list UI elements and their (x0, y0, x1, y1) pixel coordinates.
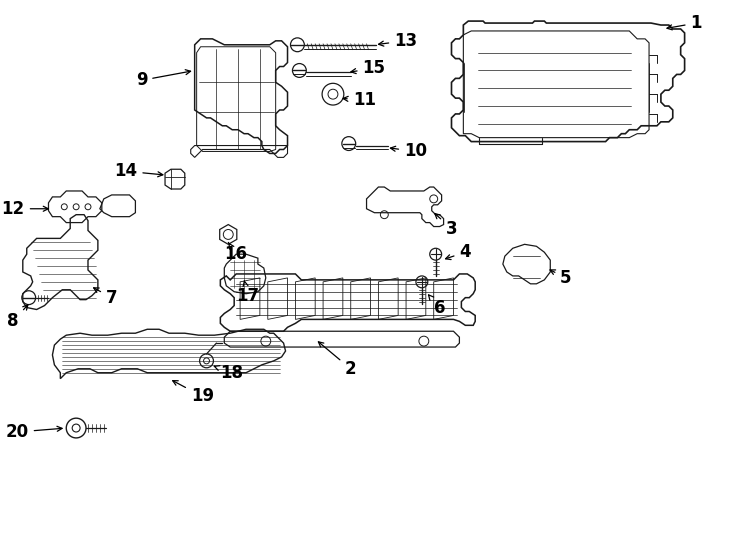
Text: 9: 9 (136, 70, 191, 89)
Text: 6: 6 (429, 295, 446, 316)
Text: 13: 13 (379, 32, 418, 50)
Text: 10: 10 (390, 143, 427, 160)
Text: 17: 17 (236, 281, 259, 305)
Text: 5: 5 (550, 269, 572, 287)
Text: 20: 20 (6, 423, 62, 441)
Text: 14: 14 (115, 162, 163, 180)
Text: 12: 12 (1, 200, 48, 218)
Text: 8: 8 (7, 305, 28, 330)
Text: 16: 16 (225, 242, 247, 263)
Text: 15: 15 (351, 59, 385, 78)
Text: 2: 2 (319, 342, 357, 378)
Text: 7: 7 (94, 288, 117, 307)
Text: 18: 18 (214, 364, 244, 382)
Text: 11: 11 (343, 91, 376, 109)
Text: 4: 4 (446, 243, 471, 261)
Text: 19: 19 (172, 381, 214, 406)
Text: 1: 1 (667, 14, 702, 32)
Text: 3: 3 (435, 213, 457, 238)
